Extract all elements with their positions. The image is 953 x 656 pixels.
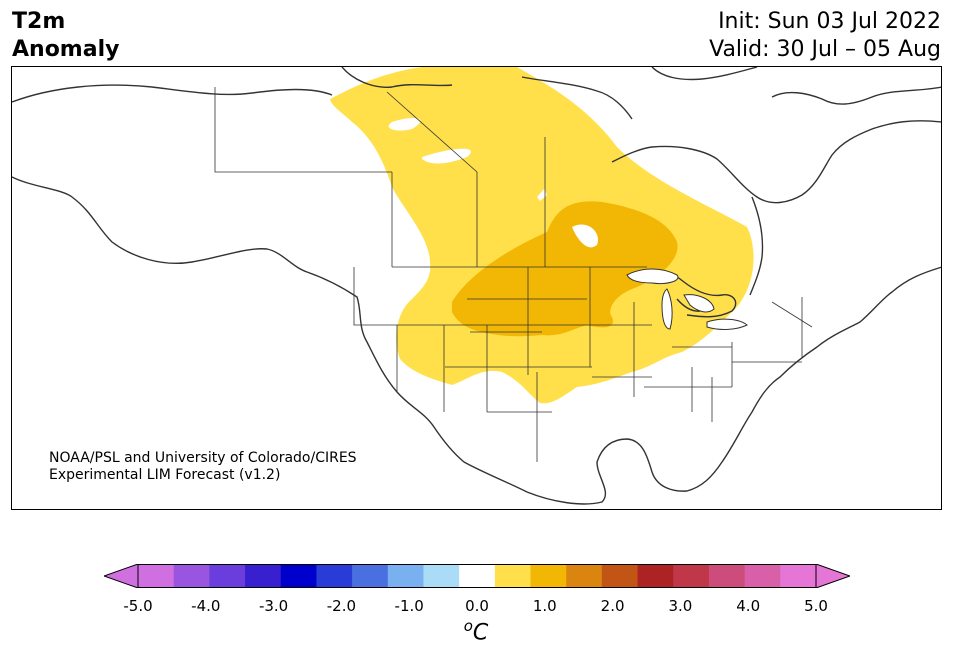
coastlines (12, 67, 941, 505)
anomaly-hole (422, 148, 471, 164)
colorbar-extend-low (104, 564, 139, 588)
colorbar-unit: oC (464, 617, 489, 645)
colorbar-segment (173, 564, 210, 588)
credit-line-2: Experimental LIM Forecast (v1.2) (49, 467, 281, 483)
colorbar-tick-label: 3.0 (668, 597, 693, 615)
title-variable: T2m (12, 9, 66, 34)
anomaly-hole (537, 189, 547, 201)
colorbar-segment (494, 564, 532, 588)
colorbar-segment (637, 564, 674, 588)
great-lakes (626, 268, 748, 330)
colorbar-segment (744, 564, 781, 588)
init-date: Init: Sun 03 Jul 2022 (718, 9, 941, 34)
colorbar-segment (601, 564, 639, 588)
colorbar-segment (566, 564, 603, 588)
colorbar-tick-label: -5.0 (123, 597, 153, 615)
anomaly-hole (388, 117, 421, 131)
unit-celsius: C (472, 620, 489, 646)
colorbar-segment (280, 564, 317, 588)
colorbar-tick-labels: -5.0 -4.0 -3.0 -2.0 -1.0 0.0 1.0 2.0 3.0 4.0 5.0 (0, 597, 953, 617)
colorbar-extend-high (815, 564, 850, 588)
unit-degree: o (463, 617, 473, 635)
colorbar-segment (530, 564, 567, 588)
title-type: Anomaly (12, 37, 120, 62)
anomaly-map (11, 66, 942, 510)
colorbar-tick-label: 0.0 (465, 597, 489, 615)
colorbar-segment (673, 564, 710, 588)
colorbar-segment (352, 564, 389, 588)
colorbar-segment (316, 564, 353, 588)
political-boundaries (214, 87, 813, 462)
colorbar-tick-label: -3.0 (258, 597, 289, 615)
colorbar-tick-label: -2.0 (326, 597, 357, 615)
colorbar-tick-label: 4.0 (736, 597, 761, 615)
map-title: T2m Anomaly (12, 8, 119, 64)
colorbar-tick-label: 5.0 (804, 597, 828, 615)
colorbar-segment (708, 564, 746, 588)
anomaly-hole (572, 224, 598, 248)
map-canvas (12, 67, 941, 505)
colorbar-tick-label: -1.0 (394, 597, 424, 615)
colorbar-segment (423, 564, 460, 588)
colorbar (104, 564, 850, 588)
colorbar-tick-label: -4.0 (191, 597, 221, 615)
colorbar-tick-label: 2.0 (600, 597, 625, 615)
forecast-dates: Init: Sun 03 Jul 2022 Valid: 30 Jul – 05… (709, 8, 941, 64)
valid-date: Valid: 30 Jul – 05 Aug (709, 37, 941, 62)
colorbar-segment (459, 564, 496, 588)
colorbar-tick-label: 1.0 (532, 597, 557, 615)
colorbar-segment (209, 564, 246, 588)
anomaly-region-dark (452, 201, 678, 337)
credit-line-1: NOAA/PSL and University of Colorado/CIRE… (49, 450, 357, 466)
colorbar-segment (245, 564, 282, 588)
colorbar-segment (780, 564, 817, 588)
colorbar-outline (137, 564, 817, 588)
colorbar-segment (387, 564, 424, 588)
data-credit: NOAA/PSL and University of Colorado/CIRE… (49, 450, 357, 484)
colorbar-segment (138, 564, 175, 588)
